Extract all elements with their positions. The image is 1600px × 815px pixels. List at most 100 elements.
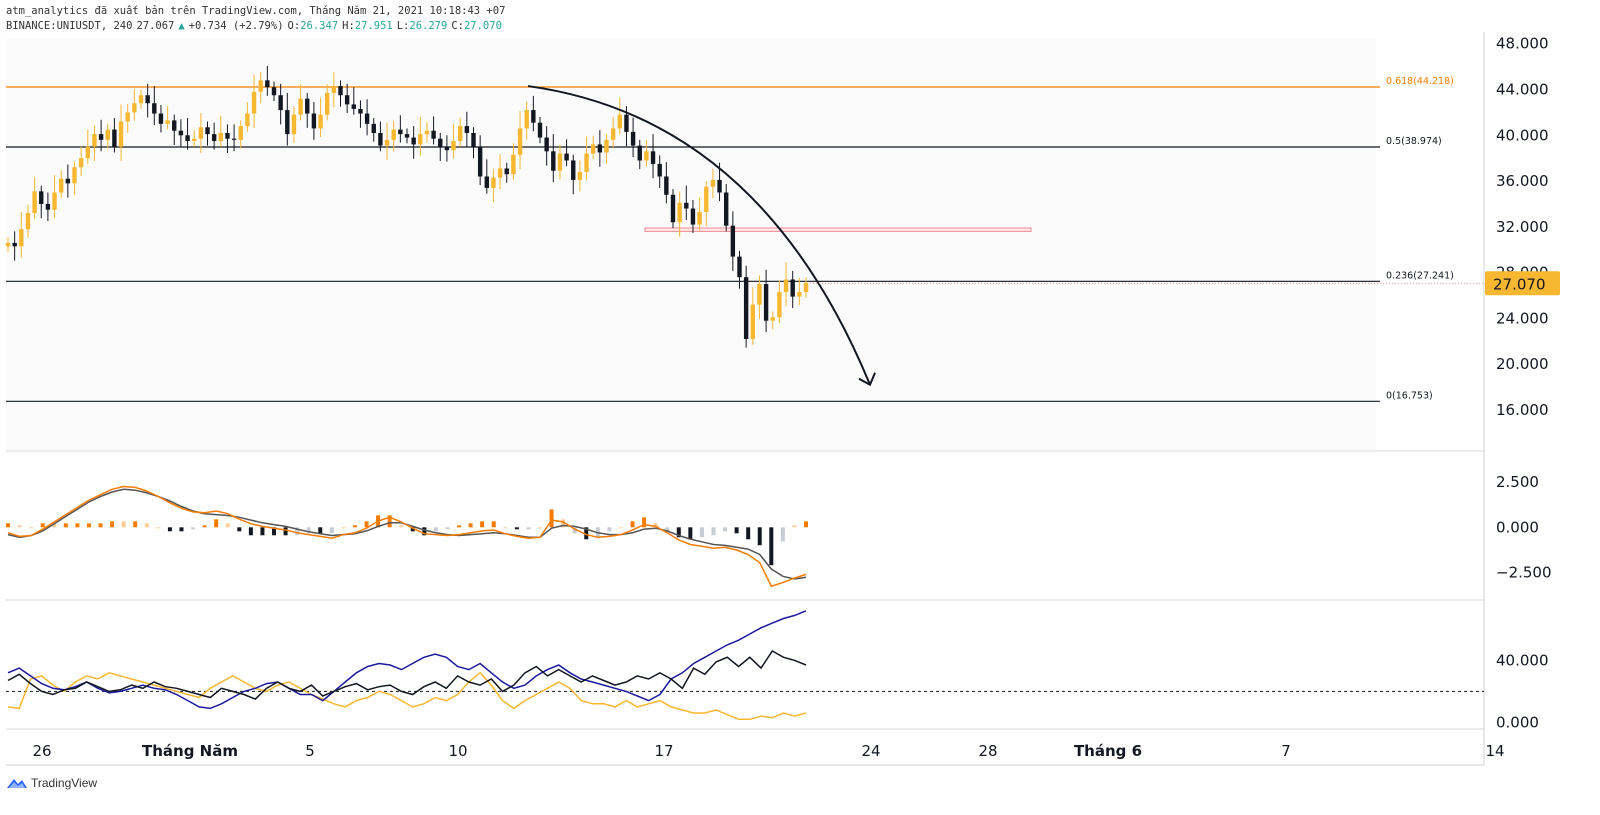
macd-histogram-bar [40,523,45,528]
macd-histogram-bar [237,527,242,532]
macd-histogram-bar [387,515,392,528]
candle-body [105,129,110,140]
close-value: 27.070 [463,20,502,32]
fib-level-label: 0(16.753) [1386,390,1433,401]
high-value: 27.951 [354,20,393,32]
candle-body [205,127,210,135]
candle-body [231,138,237,140]
candle-body [697,211,702,225]
candle-body [730,225,736,257]
candle-body [458,126,463,141]
macd-histogram-bar [549,509,554,528]
macd-histogram-bar [514,527,519,530]
macd-histogram-bar [584,527,589,540]
macd-histogram-bar [642,517,647,528]
candle-body [265,80,270,88]
candle-body [451,141,456,151]
candle-body [777,292,782,318]
candle-body [551,151,556,171]
macd-signal-line [7,488,807,580]
macd-histogram-bar [17,525,22,528]
candle-body [657,163,662,177]
macd-histogram-bar [110,521,115,528]
time-tick-label: 24 [861,742,880,760]
candle-body [384,139,390,146]
candle-body [152,103,157,114]
macd-histogram-bar [86,523,91,528]
candle-body [12,242,17,247]
low-label: L: [396,20,410,32]
last-price: 27.067 [136,20,175,32]
macd-histogram-bar [352,525,357,528]
candle-body [431,130,436,139]
macd-histogram-bar [711,527,716,536]
candle-body [624,114,629,132]
candle-body [597,144,603,153]
candle-body [325,92,330,115]
macd-histogram-bar [480,521,485,528]
candle-body [517,128,523,155]
candle-body [557,153,563,171]
candle-body [278,95,283,111]
candle-body [418,134,423,145]
candle-body [743,277,749,339]
macd-histogram-bar [260,527,265,536]
candle-body [564,153,569,161]
macd-histogram-bar [468,523,473,528]
candle-body [125,112,130,122]
macd-histogram-bar [780,527,785,542]
candle-body [371,123,376,133]
macd-histogram-bar [503,527,508,529]
candle-body [192,138,197,141]
time-tick-label: Tháng Năm [142,742,238,760]
candle-body [398,129,403,135]
candle-body [797,292,802,297]
macd-histogram-bar [433,527,438,532]
candle-body [664,176,669,195]
tradingview-logo-icon [7,779,27,788]
candle-body [404,134,410,138]
time-tick-label: 10 [448,742,467,760]
macd-histogram-bar [769,527,774,566]
candle-body [85,146,90,159]
candle-body [78,158,84,168]
macd-histogram-bar [272,527,276,536]
candle-body [178,130,184,136]
macd-histogram-bar [318,527,323,534]
time-tick-label: 7 [1281,742,1291,760]
macd-histogram-bar [676,527,681,538]
macd-histogram-bar [572,527,577,534]
time-tick-label: Tháng 6 [1074,742,1142,760]
macd-histogram-bar [202,525,207,528]
candle-body [591,144,596,154]
candle-body [271,87,277,96]
candle-body [504,168,509,175]
minus-di-line [7,671,807,721]
candle-body [424,130,430,135]
candle-body [531,110,536,123]
macd-histogram-bar [214,519,219,528]
candle-body [198,127,204,139]
candle-body [32,191,37,214]
time-tick-label: 17 [654,742,673,760]
time-tick-label: 14 [1485,742,1504,760]
macd-histogram-bar [63,523,68,528]
candle-body [145,95,150,104]
candle-body [165,120,170,124]
macd-histogram-bar [225,523,230,528]
candle-body [438,138,443,147]
macd-histogram-bar [248,527,253,536]
candle-body [158,113,164,124]
time-tick-label: 28 [978,742,997,760]
candle-body [644,151,649,161]
macd-histogram-bar [804,521,808,528]
candle-body [45,203,51,210]
candle-body [677,202,682,223]
macd-histogram-bar [191,527,196,530]
macd-tick-label: −2.500 [1496,564,1552,582]
last-price-badge-text: 27.070 [1493,275,1546,293]
candle-body [138,95,144,104]
macd-histogram-bar [746,527,751,540]
candle-body [750,304,755,339]
